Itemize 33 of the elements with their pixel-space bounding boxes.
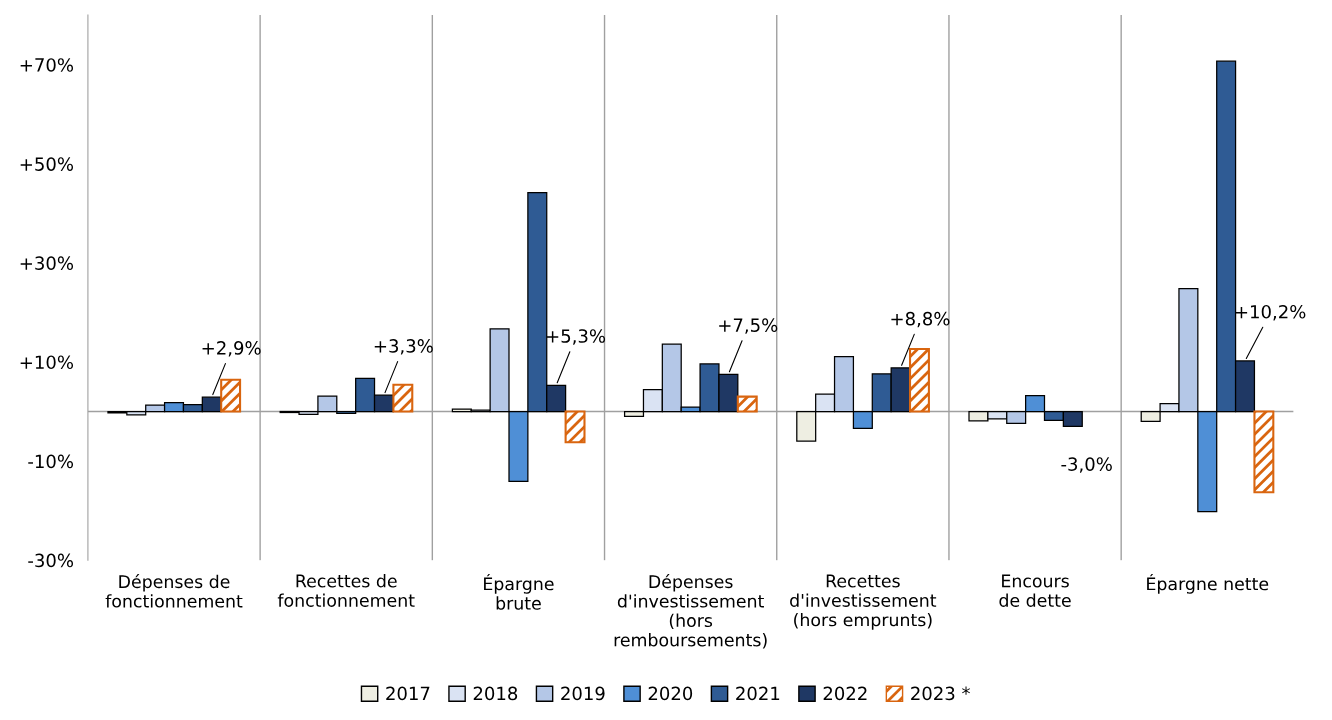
- x-tick-label: Encours de dette: [999, 574, 1071, 607]
- data-label: -3,0%: [1061, 457, 1112, 473]
- data-label: +10,2%: [1235, 304, 1306, 321]
- x-tick-label: Recettes de fonctionnement: [277, 574, 415, 607]
- legend-label: 2021: [736, 686, 780, 701]
- y-tick-label: +10%: [20, 355, 74, 370]
- bar: [564, 410, 586, 444]
- legend-label: 2023 *: [911, 686, 970, 701]
- data-label: +7,5%: [719, 318, 778, 334]
- x-tick-label: Épargne brute: [484, 574, 554, 610]
- y-tick-label: -10%: [28, 454, 74, 469]
- legend-label: 2022: [823, 686, 867, 701]
- data-label: +3,3%: [374, 339, 433, 355]
- x-tick-label: Dépenses d'investissement (hors remboursements): [614, 574, 767, 649]
- bar: [1253, 410, 1275, 494]
- x-tick-label: Recettes d'investissement (hors emprunts): [790, 574, 937, 630]
- x-tick-label: Épargne nette: [1147, 574, 1269, 594]
- y-tick-label: +70%: [20, 58, 74, 72]
- y-tick-label: +30%: [20, 256, 74, 270]
- bar: [736, 395, 758, 413]
- legend-label: 2020: [648, 686, 693, 701]
- x-tick-label: Dépenses de fonctionnement: [105, 574, 243, 608]
- legend-label: 2018: [473, 686, 518, 701]
- y-tick-label: +50%: [20, 157, 74, 171]
- legend-label: 2017: [386, 686, 430, 701]
- legend-label: 2019: [561, 686, 605, 701]
- data-label: +2,9%: [202, 341, 261, 357]
- data-label: +5,3%: [546, 329, 606, 345]
- data-label: +8,8%: [891, 311, 950, 328]
- bar: [220, 378, 242, 413]
- bar: [392, 383, 414, 413]
- bar: [908, 348, 930, 413]
- y-tick-label: -30%: [28, 553, 74, 568]
